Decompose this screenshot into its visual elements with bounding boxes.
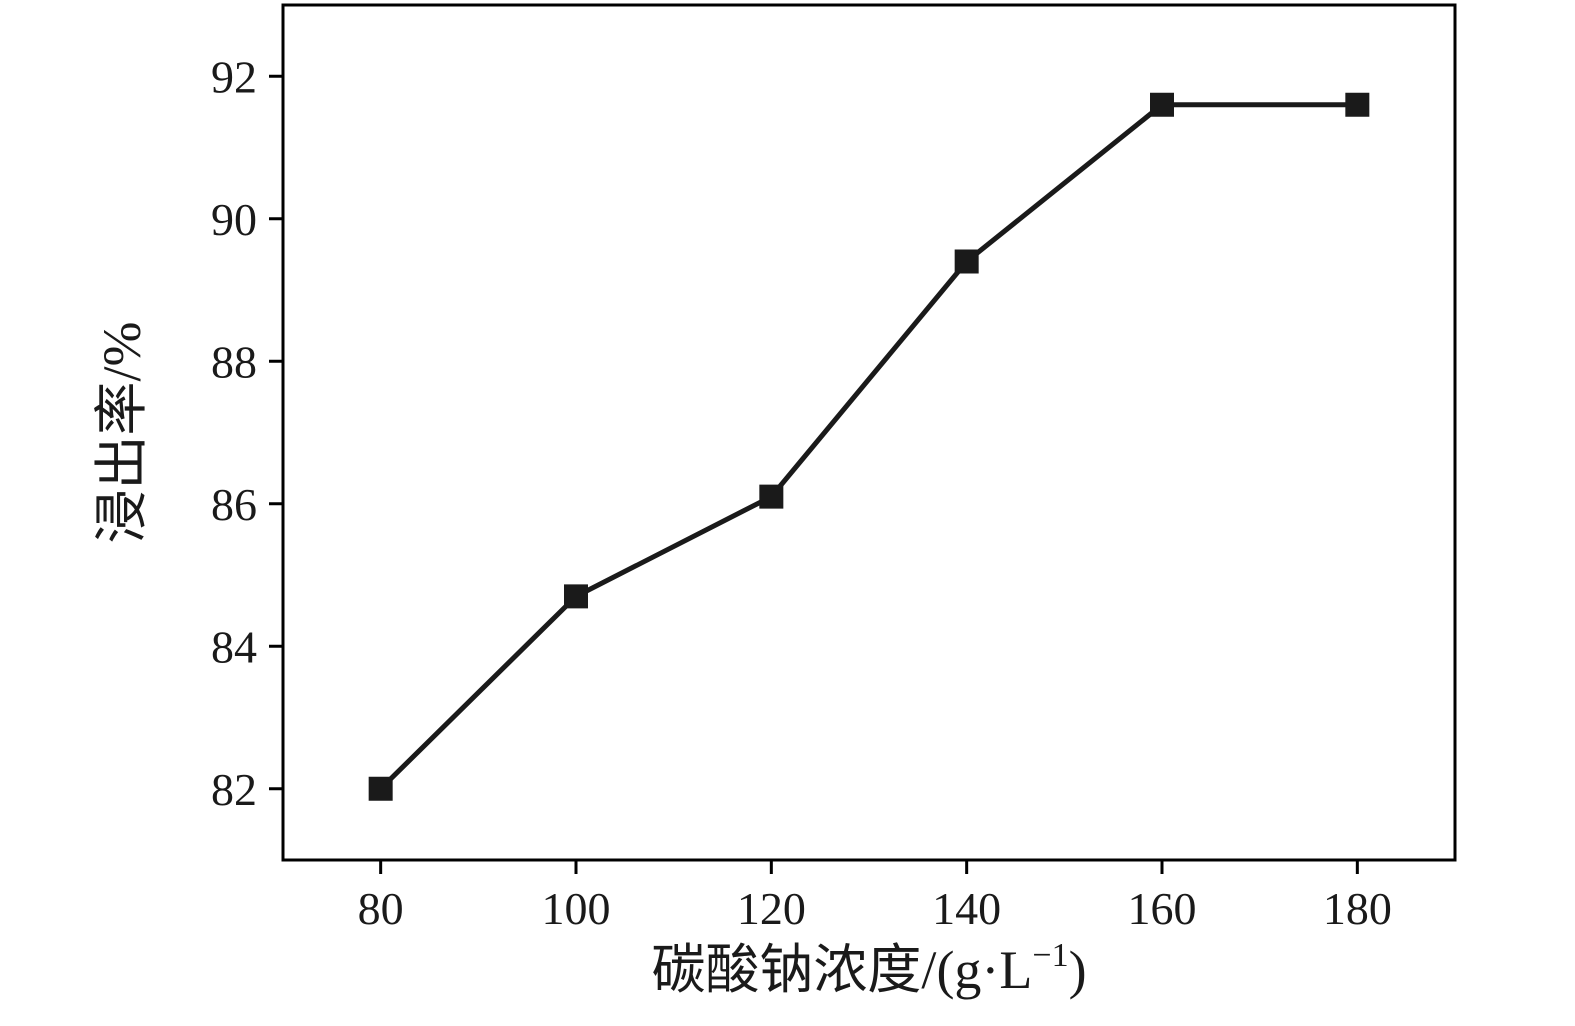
y-axis-title: 浸出率/% bbox=[92, 322, 152, 544]
data-point-marker bbox=[1345, 92, 1370, 117]
data-point-marker bbox=[368, 776, 393, 801]
plot-border-rect bbox=[281, 3, 1457, 862]
plot-border bbox=[281, 3, 1457, 862]
y-tick-label: 86 bbox=[211, 479, 257, 530]
x-tick-label: 140 bbox=[932, 883, 1001, 934]
y-tick-label: 84 bbox=[211, 621, 257, 672]
x-axis-title-main: 碳酸钠浓度/(g·L bbox=[651, 940, 1032, 1000]
y-tick-label: 92 bbox=[211, 51, 257, 102]
data-series bbox=[368, 92, 1370, 801]
x-tick-label: 80 bbox=[358, 883, 404, 934]
y-tick-label: 90 bbox=[211, 194, 257, 245]
x-axis-title: 碳酸钠浓度/(g·L−1) bbox=[651, 937, 1086, 1000]
x-tick-label: 160 bbox=[1128, 883, 1197, 934]
y-tick-label: 82 bbox=[211, 764, 257, 815]
y-tick-label: 88 bbox=[211, 336, 257, 387]
x-axis-title-superscript: −1 bbox=[1032, 937, 1068, 974]
y-axis-tick-labels: 82 84 86 88 90 92 bbox=[211, 51, 257, 815]
x-tick-label: 180 bbox=[1323, 883, 1392, 934]
axis-tick-marks bbox=[269, 74, 1359, 874]
x-axis-title-close: ) bbox=[1069, 940, 1087, 1000]
series-line bbox=[378, 102, 1360, 792]
data-point-marker bbox=[564, 584, 588, 609]
x-tick-label: 120 bbox=[737, 883, 806, 934]
x-tick-label: 100 bbox=[542, 883, 611, 934]
x-axis-tick-labels: 80 100 120 140 160 180 bbox=[358, 883, 1392, 934]
data-point-marker bbox=[759, 484, 784, 509]
data-point-marker bbox=[954, 249, 979, 274]
data-point-marker bbox=[1150, 92, 1174, 117]
